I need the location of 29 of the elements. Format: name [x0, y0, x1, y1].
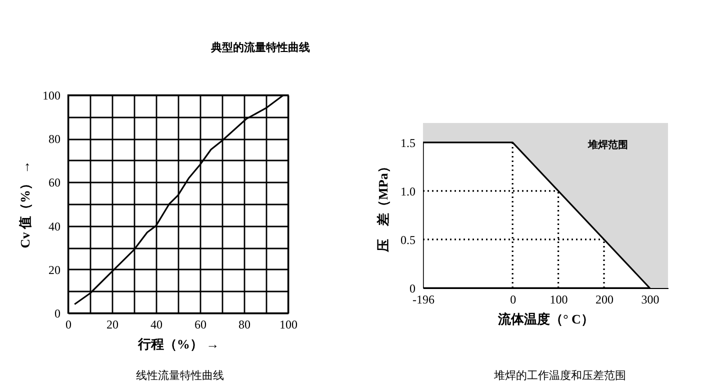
x-axis-title: 流体温度（° C） [497, 312, 594, 326]
text: 堆焊的工作温度和压差范围 [493, 368, 627, 383]
y-tick-label: 80 [48, 132, 60, 146]
chart-title: 典型的流量特性曲线 [210, 40, 310, 55]
y-tick-label: 1.0 [400, 184, 416, 198]
y-tick-label: 1.5 [400, 136, 416, 150]
x-tick-label: 80 [238, 318, 250, 332]
band-label: 堆焊范围 [587, 139, 628, 151]
x-tick-label: 60 [194, 318, 206, 332]
x-tick-label: 20 [106, 318, 118, 332]
x-tick-label: 0 [510, 292, 516, 306]
x-axis-title: 行程（%） → [136, 336, 220, 352]
y-tick-label: 0 [410, 282, 416, 296]
y-tick-label: 60 [48, 176, 60, 190]
x-tick-label: 300 [641, 292, 660, 306]
y-tick-label: 40 [48, 219, 60, 234]
y-tick-label: 0 [54, 306, 60, 320]
x-tick-label: 100 [550, 292, 568, 306]
x-tick-label: 100 [280, 318, 298, 332]
x-tick-label: 40 [150, 318, 162, 332]
y-tick-label: 0.5 [400, 232, 416, 247]
x-tick-label: 0 [66, 318, 72, 332]
y-axis-title: 压 差（MPa） [376, 160, 390, 253]
y-tick-label: 100 [42, 88, 60, 102]
text: 线性流量特性曲线 [135, 368, 225, 383]
x-tick-label: 200 [596, 292, 614, 306]
x-tick-label: -196 [412, 292, 434, 306]
y-tick-label: 20 [48, 262, 60, 277]
y-axis-title: Cv 值（%） → [18, 160, 32, 248]
